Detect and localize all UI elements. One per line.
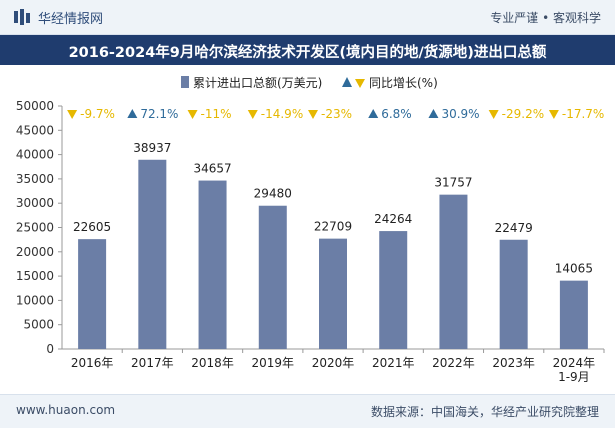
- bar: [499, 239, 528, 349]
- logo-icon: [14, 9, 30, 25]
- growth-down-icon: [187, 110, 198, 119]
- legend-up-icon: [342, 77, 352, 87]
- y-tick-label: 15000: [16, 269, 54, 283]
- x-tick-label: 2022年: [432, 356, 475, 370]
- growth-label: 6.8%: [381, 107, 412, 121]
- x-tick-label: 2020年: [312, 356, 355, 370]
- x-tick-label: 2019年: [252, 356, 295, 370]
- data-source: 数据来源：中国海关，华经产业研究院整理: [370, 405, 599, 419]
- website-link[interactable]: www.huaon.com: [16, 403, 116, 417]
- growth-up-icon: [127, 109, 138, 118]
- bar-value-label: 22605: [73, 220, 111, 234]
- growth-down-icon: [308, 110, 318, 119]
- bar-value-label: 22709: [314, 220, 352, 234]
- growth-label: -17.7%: [562, 107, 604, 121]
- x-tick-label: 2023年: [492, 356, 535, 370]
- bar: [319, 238, 347, 349]
- bar: [78, 239, 107, 349]
- growth-up-icon: [428, 109, 439, 118]
- footer: www.huaon.com 数据来源：中国海关，华经产业研究院整理: [0, 394, 615, 428]
- growth-label: 30.9%: [441, 107, 479, 121]
- bar: [198, 180, 227, 349]
- x-tick-label: 2016年: [71, 356, 114, 370]
- legend-bar-swatch: [181, 76, 189, 88]
- growth-down-icon: [67, 110, 78, 119]
- legend-growth-label: 同比增长(%): [369, 76, 438, 90]
- y-tick-label: 10000: [16, 293, 54, 307]
- brand-name: 华经情报网: [38, 12, 104, 27]
- title-bar: 2016-2024年9月哈尔滨经济技术开发区(境内目的地/货源地)进出口总额: [0, 35, 615, 65]
- bar: [138, 159, 167, 349]
- bar-value-label: 31757: [434, 176, 472, 190]
- bar-value-label: 34657: [193, 162, 231, 176]
- growth-label: -9.7%: [80, 107, 115, 121]
- bar: [559, 280, 588, 349]
- bar-value-label: 38937: [133, 141, 171, 155]
- y-tick-label: 5000: [23, 318, 54, 332]
- bar: [439, 194, 468, 349]
- y-tick-label: 0: [46, 342, 54, 356]
- y-tick-label: 50000: [16, 99, 54, 113]
- chart-title: 2016-2024年9月哈尔滨经济技术开发区(境内目的地/货源地)进出口总额: [68, 45, 547, 61]
- growth-down-icon: [548, 110, 559, 119]
- bar: [379, 231, 408, 349]
- legend-down-icon: [355, 79, 365, 88]
- x-tick-label: 2024年 1-9月: [553, 356, 596, 384]
- bar: [258, 205, 287, 349]
- y-tick-label: 20000: [16, 245, 54, 259]
- y-tick-label: 30000: [16, 196, 54, 210]
- bar-value-label: 14065: [555, 262, 593, 276]
- slogan: 专业严谨 • 客观科学: [490, 11, 601, 25]
- bar-value-label: 24264: [374, 212, 412, 226]
- growth-label: -11%: [201, 107, 232, 121]
- bar-value-label: 29480: [254, 187, 292, 201]
- growth-label: -14.9%: [261, 107, 303, 121]
- x-tick-label: 2021年: [372, 356, 415, 370]
- legend-bar-label: 累计进出口总额(万美元): [193, 76, 322, 90]
- y-tick-label: 45000: [16, 123, 54, 137]
- growth-down-icon: [247, 110, 258, 119]
- y-tick-label: 25000: [16, 221, 54, 235]
- x-tick-label: 2018年: [191, 356, 234, 370]
- chart: 0 5000 10000 15000 20000 25000 30000 35000 40000…: [16, 76, 605, 384]
- growth-label: -29.2%: [502, 107, 544, 121]
- top-banner: 华经情报网 专业严谨 • 客观科学: [0, 0, 615, 35]
- y-tick-label: 35000: [16, 172, 54, 186]
- growth-up-icon: [368, 109, 379, 118]
- bar-value-label: 22479: [495, 221, 533, 235]
- y-tick-label: 40000: [16, 148, 54, 162]
- growth-label: 72.1%: [140, 107, 178, 121]
- growth-down-icon: [488, 110, 499, 119]
- x-tick-label: 2017年: [131, 356, 174, 370]
- growth-label: -23%: [321, 107, 352, 121]
